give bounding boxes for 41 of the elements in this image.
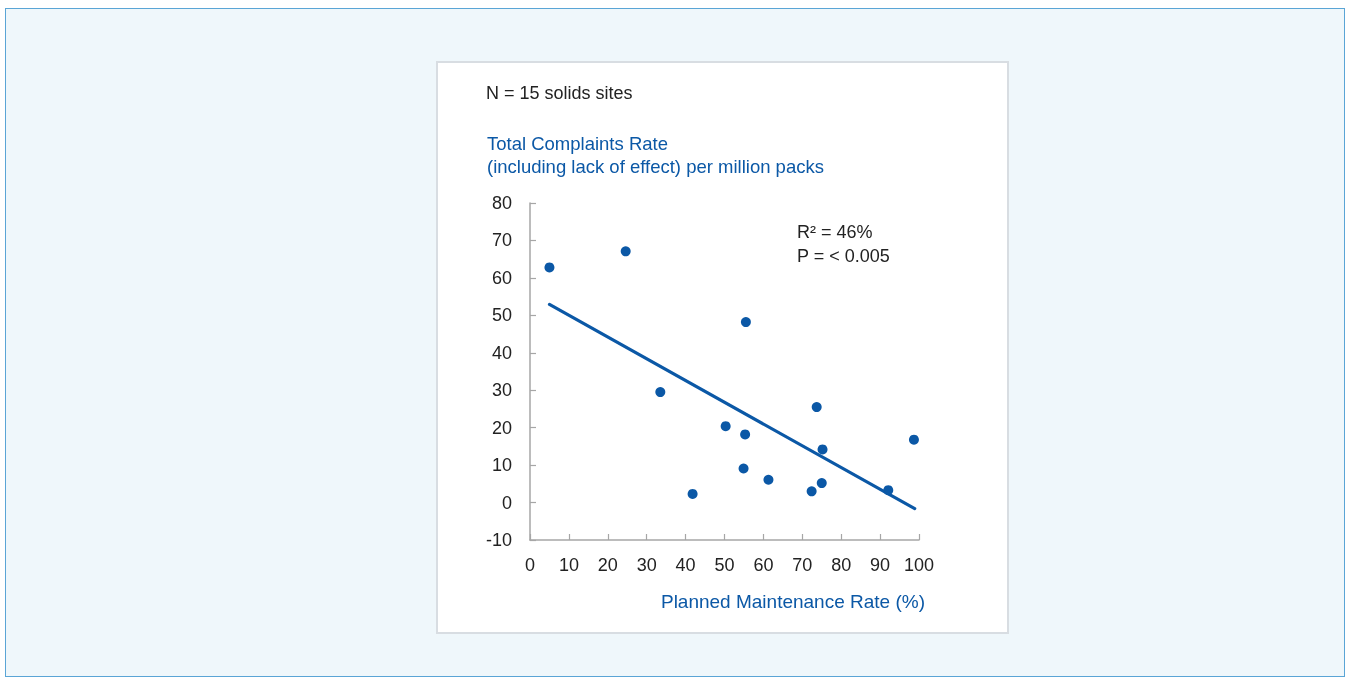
chart-title: N = 15 solids sites xyxy=(486,83,633,103)
point xyxy=(544,262,555,273)
y-axis-title: Total Complaints Rate (including lack of effect) per million packs xyxy=(487,133,824,177)
x-tick-label: 40 xyxy=(675,555,696,575)
x-tick-label: 70 xyxy=(792,555,813,575)
y-tick-label: 60 xyxy=(491,267,512,288)
y-tick-label: 20 xyxy=(491,417,512,438)
point xyxy=(620,246,631,257)
x-tick-label: 100 xyxy=(903,555,935,575)
x-tick-label: 0 xyxy=(524,555,536,575)
x-tick-label: 80 xyxy=(831,555,852,575)
point xyxy=(806,486,817,497)
point xyxy=(816,478,827,489)
point xyxy=(883,485,894,496)
x-tick-label: 20 xyxy=(597,555,618,575)
point xyxy=(720,421,731,432)
x-tick-label: 50 xyxy=(714,555,735,575)
x-tick-label: 10 xyxy=(558,555,579,575)
y-tick-label: 40 xyxy=(491,342,512,363)
y-tick-label: 0 xyxy=(501,492,512,513)
y-tick-label: -10 xyxy=(485,530,512,550)
point xyxy=(817,444,828,455)
point xyxy=(738,463,749,474)
y-tick-label: 10 xyxy=(491,455,512,476)
x-tick-label: 30 xyxy=(636,555,657,575)
annotation: R² = 46% xyxy=(797,222,873,242)
point xyxy=(740,429,751,440)
point xyxy=(811,402,822,413)
x-tick-label: 90 xyxy=(870,555,891,575)
y-tick-label: 50 xyxy=(491,305,512,326)
y-tick-label: 30 xyxy=(491,380,512,401)
point xyxy=(908,434,919,445)
point xyxy=(687,488,698,499)
y-tick-label: 70 xyxy=(491,230,512,251)
point xyxy=(655,387,666,398)
x-axis-title: Planned Maintenance Rate (%) xyxy=(660,591,925,612)
annotation: P = < 0.005 xyxy=(797,246,890,266)
x-tick-label: 60 xyxy=(753,555,774,575)
point xyxy=(763,474,774,485)
point xyxy=(740,317,751,328)
y-tick-label: 80 xyxy=(491,193,512,213)
